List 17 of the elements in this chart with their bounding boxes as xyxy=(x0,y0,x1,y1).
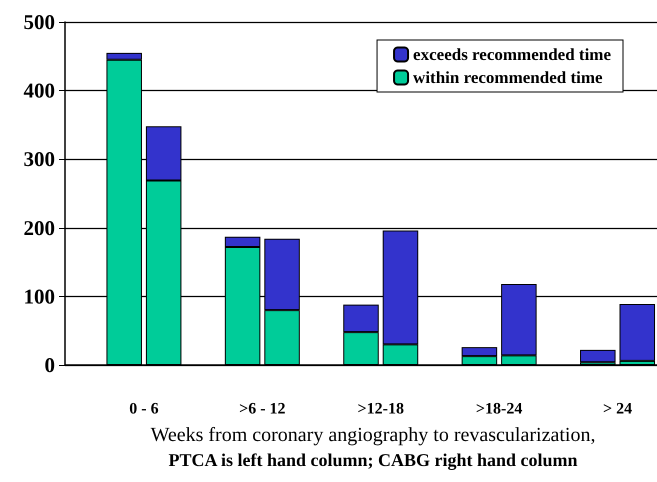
y-tick-label: 0 xyxy=(44,353,55,377)
x-axis-title: Weeks from coronary angiography to revascularization, xyxy=(150,424,596,446)
text: PTCA is left hand column; CABG right hand column xyxy=(168,450,578,470)
y-tick-label: 500 xyxy=(24,10,55,34)
bar xyxy=(620,304,656,361)
y-tick-label: 300 xyxy=(24,147,55,172)
x-tick-label: >6 - 12 xyxy=(239,400,286,418)
x-tick-label: >12-18 xyxy=(358,400,404,418)
y-tick-label: 200 xyxy=(24,216,55,240)
y-tick-label: 100 xyxy=(24,284,55,308)
bar xyxy=(580,350,616,362)
x-tick-label: 0 - 6 xyxy=(129,400,159,418)
y-tick-label: 400 xyxy=(24,78,55,103)
legend-label: exceeds recommended time xyxy=(413,45,612,64)
legend-label: within recommended time xyxy=(413,68,603,87)
x-tick-label: > 24 xyxy=(602,400,632,418)
x-tick-label: >18-24 xyxy=(476,400,522,418)
